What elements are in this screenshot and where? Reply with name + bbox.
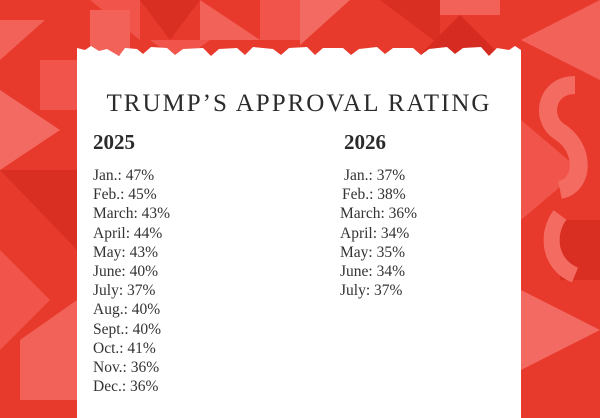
column-2026: 2026 Jan.: 37% Feb.: 38% March: 36% Apri… <box>340 130 417 300</box>
rating-entry: July: 37% <box>340 282 403 300</box>
rating-entry: March: 36% <box>340 205 418 223</box>
year-heading: 2025 <box>93 130 135 154</box>
year-heading: 2026 <box>344 130 386 154</box>
rating-entry: April: 34% <box>340 224 410 242</box>
column-2025: 2025 Jan.: 47% Feb.: 45% March: 43% Apri… <box>93 130 170 396</box>
rating-entry: June: 34% <box>340 263 406 281</box>
rating-entry: March: 43% <box>93 205 171 223</box>
rating-entry: Dec.: 36% <box>93 378 159 396</box>
rating-entry: Sept.: 40% <box>93 320 162 338</box>
rating-entry: June: 40% <box>93 263 159 281</box>
rating-entry: Nov.: 36% <box>93 359 160 377</box>
rating-entry: Feb.: 45% <box>93 186 157 204</box>
torn-paper-edge <box>77 46 521 60</box>
rating-entry: Oct.: 41% <box>93 339 156 357</box>
rating-entry: April: 44% <box>93 224 163 242</box>
page-title: TRUMP’S APPROVAL RATING <box>106 90 492 117</box>
rating-entry: July: 37% <box>93 282 156 300</box>
rating-entry: Feb.: 38% <box>342 186 406 204</box>
rating-entry: Jan.: 47% <box>93 167 155 184</box>
rating-entry: May: 35% <box>340 243 406 261</box>
rating-entry: May: 43% <box>93 243 159 261</box>
paper-sheet: TRUMP’S APPROVAL RATING 2025 Jan.: 47% F… <box>77 46 521 418</box>
rating-entry: Aug.: 40% <box>93 301 161 319</box>
rating-entry: Jan.: 37% <box>344 167 406 184</box>
